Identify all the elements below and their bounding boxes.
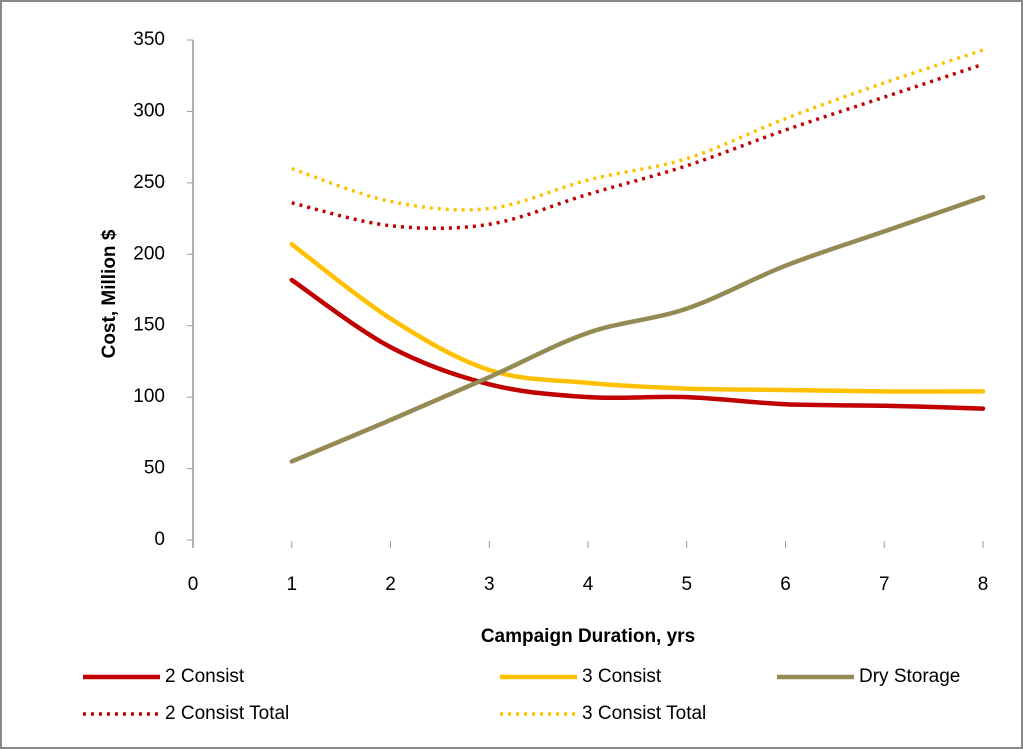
x-tick-label: 3 (484, 574, 495, 595)
x-tick-label: 6 (780, 574, 791, 595)
y-axis-title: Cost, Million $ (99, 229, 120, 358)
x-tick-label: 7 (879, 574, 890, 595)
y-tick-label: 350 (133, 29, 165, 50)
legend-label: 2 Consist (165, 666, 245, 687)
y-tick-label: 0 (154, 529, 165, 550)
x-tick-label: 1 (286, 574, 297, 595)
legend-label: 3 Consist (582, 666, 662, 687)
series-line (291, 48, 984, 212)
series-line (289, 277, 986, 411)
x-tick-label: 8 (978, 574, 989, 595)
x-tick-label: 4 (583, 574, 594, 595)
y-tick-label: 100 (133, 386, 165, 407)
y-tick-label: 250 (133, 172, 165, 193)
x-tick-label: 5 (681, 574, 692, 595)
x-tick-label: 0 (188, 574, 199, 595)
legend-label: 2 Consist Total (165, 703, 289, 724)
y-tick-label: 300 (133, 100, 165, 121)
series-line (289, 194, 986, 464)
legend-label: Dry Storage (859, 666, 960, 687)
y-tick-label: 200 (133, 243, 165, 264)
series-line (289, 242, 986, 394)
x-tick-label: 2 (385, 574, 396, 595)
x-axis-title: Campaign Duration, yrs (481, 626, 695, 647)
legend-label: 3 Consist Total (582, 703, 706, 724)
y-tick-label: 150 (133, 315, 165, 336)
y-tick-label: 50 (144, 458, 165, 479)
